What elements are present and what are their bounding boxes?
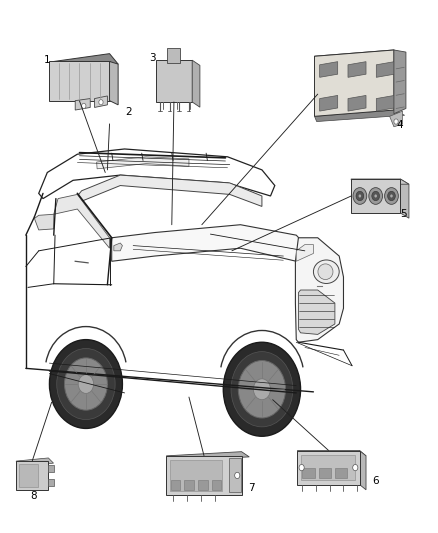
Polygon shape — [376, 95, 394, 111]
Ellipse shape — [314, 260, 339, 284]
Circle shape — [81, 103, 86, 109]
Circle shape — [394, 119, 398, 124]
Polygon shape — [295, 238, 343, 342]
Circle shape — [353, 188, 367, 204]
FancyBboxPatch shape — [229, 458, 240, 492]
Polygon shape — [166, 451, 249, 461]
FancyBboxPatch shape — [335, 468, 347, 478]
Polygon shape — [348, 95, 366, 111]
Text: 4: 4 — [396, 120, 403, 131]
Ellipse shape — [318, 264, 333, 280]
Polygon shape — [16, 458, 53, 466]
Polygon shape — [192, 60, 200, 107]
FancyBboxPatch shape — [19, 464, 38, 487]
Text: 6: 6 — [372, 475, 379, 486]
Text: 8: 8 — [30, 491, 37, 502]
FancyBboxPatch shape — [301, 455, 355, 480]
Circle shape — [253, 379, 271, 400]
Circle shape — [235, 472, 240, 479]
FancyBboxPatch shape — [212, 480, 221, 490]
Polygon shape — [49, 54, 118, 72]
FancyBboxPatch shape — [155, 60, 192, 102]
Polygon shape — [348, 62, 366, 77]
Circle shape — [238, 360, 286, 418]
Polygon shape — [296, 245, 314, 261]
Circle shape — [369, 188, 382, 204]
Polygon shape — [297, 450, 366, 456]
FancyBboxPatch shape — [170, 460, 223, 491]
Circle shape — [223, 342, 300, 436]
Polygon shape — [390, 111, 403, 127]
Polygon shape — [298, 290, 335, 334]
Polygon shape — [114, 243, 123, 251]
Circle shape — [99, 100, 103, 105]
Polygon shape — [110, 61, 118, 105]
Circle shape — [78, 375, 94, 393]
Polygon shape — [320, 95, 338, 111]
Polygon shape — [360, 450, 366, 490]
Polygon shape — [351, 179, 409, 184]
Circle shape — [353, 464, 358, 471]
Polygon shape — [75, 99, 90, 110]
Circle shape — [356, 191, 364, 201]
Circle shape — [388, 191, 396, 201]
Polygon shape — [314, 50, 394, 116]
FancyBboxPatch shape — [48, 479, 54, 486]
Polygon shape — [400, 179, 409, 218]
Circle shape — [359, 195, 361, 198]
Circle shape — [57, 349, 115, 419]
Polygon shape — [97, 157, 189, 169]
FancyBboxPatch shape — [167, 48, 180, 63]
FancyBboxPatch shape — [319, 468, 331, 478]
Circle shape — [390, 195, 393, 198]
Circle shape — [64, 358, 107, 410]
Polygon shape — [314, 50, 405, 68]
Text: 5: 5 — [400, 209, 407, 219]
Polygon shape — [95, 96, 107, 108]
FancyBboxPatch shape — [303, 468, 314, 478]
Polygon shape — [314, 110, 405, 122]
Polygon shape — [35, 214, 54, 230]
Circle shape — [385, 188, 398, 204]
FancyBboxPatch shape — [198, 480, 208, 490]
FancyBboxPatch shape — [166, 456, 241, 495]
FancyBboxPatch shape — [351, 179, 400, 213]
Polygon shape — [320, 62, 338, 77]
Circle shape — [231, 352, 293, 427]
Polygon shape — [376, 62, 394, 77]
Polygon shape — [39, 149, 275, 199]
Text: 2: 2 — [126, 108, 132, 117]
Polygon shape — [112, 225, 314, 269]
Circle shape — [374, 195, 377, 198]
Circle shape — [299, 464, 304, 471]
Circle shape — [372, 191, 380, 201]
FancyBboxPatch shape — [184, 480, 194, 490]
Text: 1: 1 — [44, 55, 51, 65]
Text: 3: 3 — [149, 53, 156, 62]
FancyBboxPatch shape — [48, 465, 54, 472]
Circle shape — [49, 340, 122, 429]
Polygon shape — [78, 175, 262, 206]
Text: 7: 7 — [248, 483, 254, 494]
FancyBboxPatch shape — [16, 461, 48, 490]
Polygon shape — [54, 195, 110, 248]
Polygon shape — [394, 50, 406, 114]
FancyBboxPatch shape — [297, 450, 360, 484]
Polygon shape — [49, 61, 110, 101]
FancyBboxPatch shape — [171, 480, 180, 490]
